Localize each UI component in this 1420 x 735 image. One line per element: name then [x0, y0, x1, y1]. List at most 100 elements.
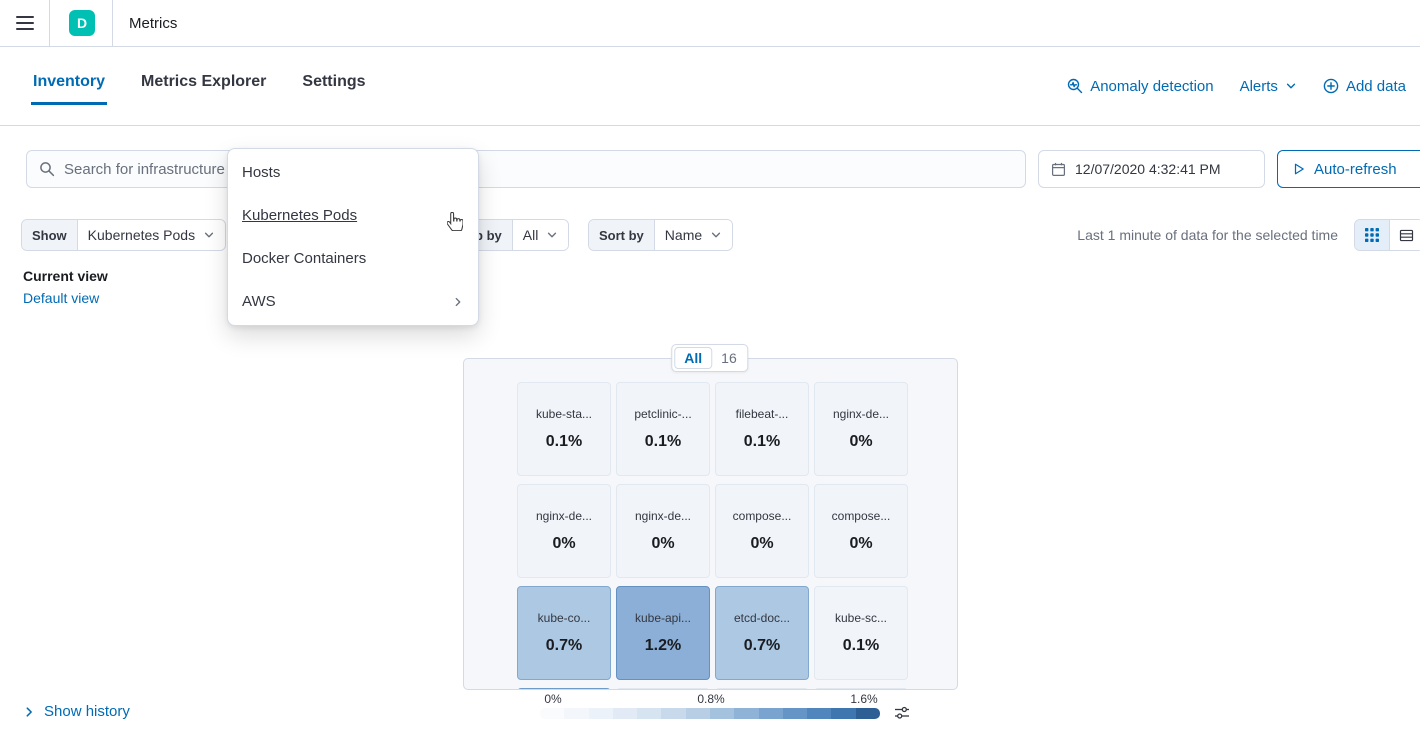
alerts-label: Alerts	[1239, 77, 1278, 95]
search-icon	[40, 162, 55, 177]
anomaly-detection-label: Anomaly detection	[1090, 77, 1214, 95]
legend-step	[734, 708, 759, 719]
pod-name: kube-sc...	[834, 611, 888, 625]
pod-name: filebeat-...	[735, 407, 789, 421]
tab-inventory[interactable]: Inventory	[31, 67, 108, 105]
current-view-label: Current view	[23, 268, 108, 284]
menu-item-aws[interactable]: AWS	[228, 280, 478, 323]
legend-step	[588, 708, 613, 719]
menu-item-docker-containers[interactable]: Docker Containers	[228, 237, 478, 280]
pod-tile[interactable]	[517, 688, 611, 689]
pod-tile[interactable]: kube-sta... 0.1%	[517, 382, 611, 476]
pod-tile[interactable]: filebeat-... 0.1%	[715, 382, 809, 476]
pod-tile[interactable]: nginx-de... 0%	[616, 484, 710, 578]
pod-tile[interactable]: nginx-de... 0%	[814, 382, 908, 476]
pod-tile[interactable]: etcd-doc... 0.7%	[715, 586, 809, 680]
pod-name: nginx-de...	[535, 509, 593, 523]
pod-name: etcd-doc...	[733, 611, 791, 625]
pod-tile[interactable]: compose... 0%	[715, 484, 809, 578]
pod-metric-value: 0.1%	[743, 433, 781, 450]
add-data-label: Add data	[1345, 77, 1406, 95]
menu-item-kubernetes-pods[interactable]: Kubernetes Pods	[228, 194, 478, 237]
pod-tile[interactable]: kube-co... 0.7%	[517, 586, 611, 680]
show-history-toggle[interactable]: Show history	[23, 703, 130, 720]
default-view-link[interactable]: Default view	[23, 290, 100, 306]
pod-metric-value: 0.7%	[545, 637, 583, 654]
sort-by-label: Sort by	[589, 220, 655, 250]
pod-metric-value: 0.7%	[743, 637, 781, 654]
pod-name: kube-co...	[537, 611, 591, 625]
legend-step	[540, 708, 565, 719]
pod-tile[interactable]	[715, 688, 809, 689]
add-data-button[interactable]: Add data	[1323, 78, 1406, 95]
pod-metric-value: 0%	[552, 535, 576, 552]
tab-settings[interactable]: Settings	[302, 73, 366, 90]
grid-icon	[1365, 228, 1379, 242]
show-filter-label: Show	[22, 220, 78, 250]
search-box	[26, 150, 1026, 188]
group-by-dropdown[interactable]: All	[512, 220, 569, 250]
auto-refresh-button[interactable]: Auto-refresh	[1277, 150, 1420, 188]
pod-metric-value: 0%	[849, 535, 873, 552]
legend-options-button[interactable]	[894, 705, 910, 721]
app-nav-row: Inventory Metrics Explorer Settings Anom…	[0, 47, 1420, 126]
pod-tile[interactable]: kube-api... 1.2%	[616, 586, 710, 680]
breadcrumb-app-title[interactable]: Metrics	[129, 14, 178, 32]
search-input[interactable]	[64, 160, 1013, 178]
legend-tick-1: 0.8%	[697, 692, 725, 706]
pod-name: compose...	[732, 509, 792, 523]
legend-step	[782, 708, 808, 719]
menu-item-label: Kubernetes Pods	[242, 207, 358, 224]
sort-by-filter-group: Sort by Name	[588, 219, 734, 251]
menu-item-label: Hosts	[242, 164, 281, 181]
inventory-type-dropdown[interactable]: Kubernetes Pods	[77, 220, 226, 250]
chevron-down-icon	[1286, 83, 1296, 89]
view-mode-toggle	[1354, 219, 1420, 251]
sort-by-dropdown[interactable]: Name	[654, 220, 733, 250]
waffle-map-panel: kube-sta... 0.1% petclinic-... 0.1% filebeat…	[463, 358, 958, 690]
pod-tile[interactable]: petclinic-... 0.1%	[616, 382, 710, 476]
saved-view-block: Current view Default view	[23, 268, 108, 306]
hamburger-menu-button[interactable]	[0, 0, 49, 46]
map-view-button[interactable]	[1355, 220, 1389, 250]
data-window-note: Last 1 minute of data for the selected t…	[1077, 227, 1338, 243]
pod-tile[interactable]: nginx-de... 0%	[517, 484, 611, 578]
chevron-down-icon	[548, 232, 557, 238]
chevron-down-icon	[712, 232, 721, 238]
anomaly-detection-button[interactable]: Anomaly detection	[1067, 77, 1214, 95]
pod-tile[interactable]: compose... 0%	[814, 484, 908, 578]
table-view-button[interactable]	[1389, 220, 1420, 250]
pod-name: kube-sta...	[535, 407, 593, 421]
alerts-menu-button[interactable]: Alerts	[1240, 78, 1297, 95]
table-icon	[1399, 229, 1414, 241]
play-icon	[1294, 163, 1304, 175]
app-tabs: Inventory Metrics Explorer Settings	[31, 67, 368, 105]
legend-tick-0: 0%	[544, 692, 562, 706]
pod-name: kube-api...	[634, 611, 692, 625]
pod-tile[interactable]: kube-sc... 0.1%	[814, 586, 908, 680]
plus-circle-icon	[1323, 78, 1339, 94]
space-avatar[interactable]: D	[69, 10, 95, 36]
pod-metric-value: 0.1%	[644, 433, 682, 450]
pod-metric-value: 0%	[651, 535, 675, 552]
pod-name: petclinic-...	[634, 407, 692, 421]
pod-tile[interactable]	[616, 688, 710, 689]
pod-metric-value: 0%	[750, 535, 774, 552]
waffle-grid: kube-sta... 0.1% petclinic-... 0.1% filebeat…	[517, 382, 908, 689]
date-time-picker[interactable]: 12/07/2020 4:32:41 PM	[1038, 150, 1265, 188]
legend-step	[709, 708, 735, 719]
topbar-divider	[49, 0, 50, 46]
menu-item-hosts[interactable]: Hosts	[228, 151, 478, 194]
pod-tile[interactable]	[814, 688, 908, 689]
group-all-tab[interactable]: All	[674, 347, 713, 369]
show-history-label: Show history	[44, 703, 130, 720]
legend-step	[564, 708, 589, 719]
legend-step	[831, 708, 856, 719]
toolbar-right: Last 1 minute of data for the selected t…	[1077, 219, 1420, 251]
chevron-right-icon	[455, 297, 461, 306]
pod-metric-value: 0.1%	[842, 637, 880, 654]
legend-tick-2: 1.6%	[850, 692, 878, 706]
tab-metrics-explorer[interactable]: Metrics Explorer	[141, 73, 267, 90]
topbar-divider-2	[112, 0, 113, 46]
